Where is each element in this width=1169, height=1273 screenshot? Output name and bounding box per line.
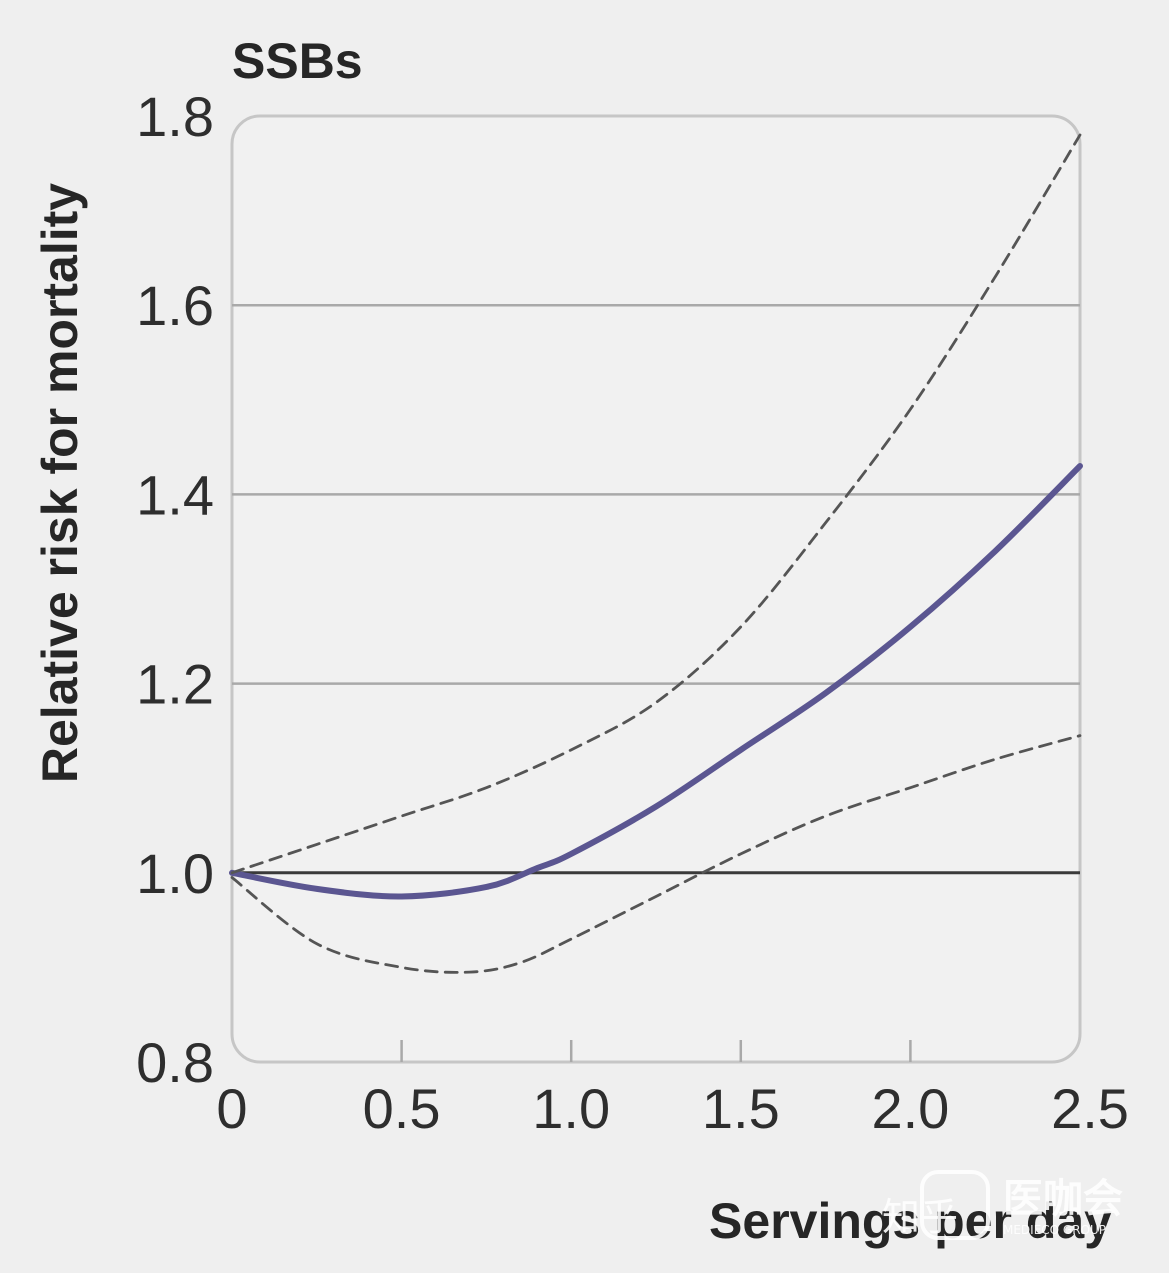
y-tick-labels: 0.8 1.0 1.2 1.4 1.6 1.8 [136, 85, 214, 1094]
watermark-logo-text: 医咖会 [1003, 1176, 1123, 1222]
x-tick-label: 2.5 [1051, 1077, 1129, 1140]
series-group [229, 133, 1083, 974]
series-line-estimate [229, 463, 1083, 900]
y-tick-label: 1.0 [136, 842, 214, 905]
y-tick-label: 0.8 [136, 1031, 214, 1094]
plot-area [230, 114, 1082, 1064]
x-tick-label: 0 [216, 1077, 247, 1140]
watermark: 知乎 医咖会 MEDIECO GROUP [882, 1170, 1123, 1240]
watermark-logo-icon [920, 1170, 990, 1240]
x-tick-marks [400, 1040, 912, 1062]
y-tick-label: 1.8 [136, 85, 214, 148]
y-axis-title: Relative risk for mortality [32, 183, 88, 783]
series-line-upper-ci [230, 133, 1082, 875]
x-tick-label: 1.5 [702, 1077, 780, 1140]
x-tick-label: 0.5 [363, 1077, 441, 1140]
y-gridlines [232, 303, 1080, 875]
watermark-overlay-text: 知乎 [882, 1195, 958, 1239]
x-axis-title: Servings per day [709, 1193, 1112, 1249]
watermark-group-text: MEDIECO GROUP [1003, 1223, 1106, 1237]
x-tick-label: 1.0 [532, 1077, 610, 1140]
y-tick-label: 1.2 [136, 653, 214, 716]
y-tick-label: 1.6 [136, 274, 214, 337]
x-tick-label: 2.0 [871, 1077, 949, 1140]
series-line-lower-ci [230, 734, 1082, 974]
x-tick-labels: 0 0.5 1.0 1.5 2.0 2.5 [216, 1077, 1129, 1140]
y-tick-label: 1.4 [136, 463, 214, 526]
chart-title: SSBs [232, 33, 363, 89]
